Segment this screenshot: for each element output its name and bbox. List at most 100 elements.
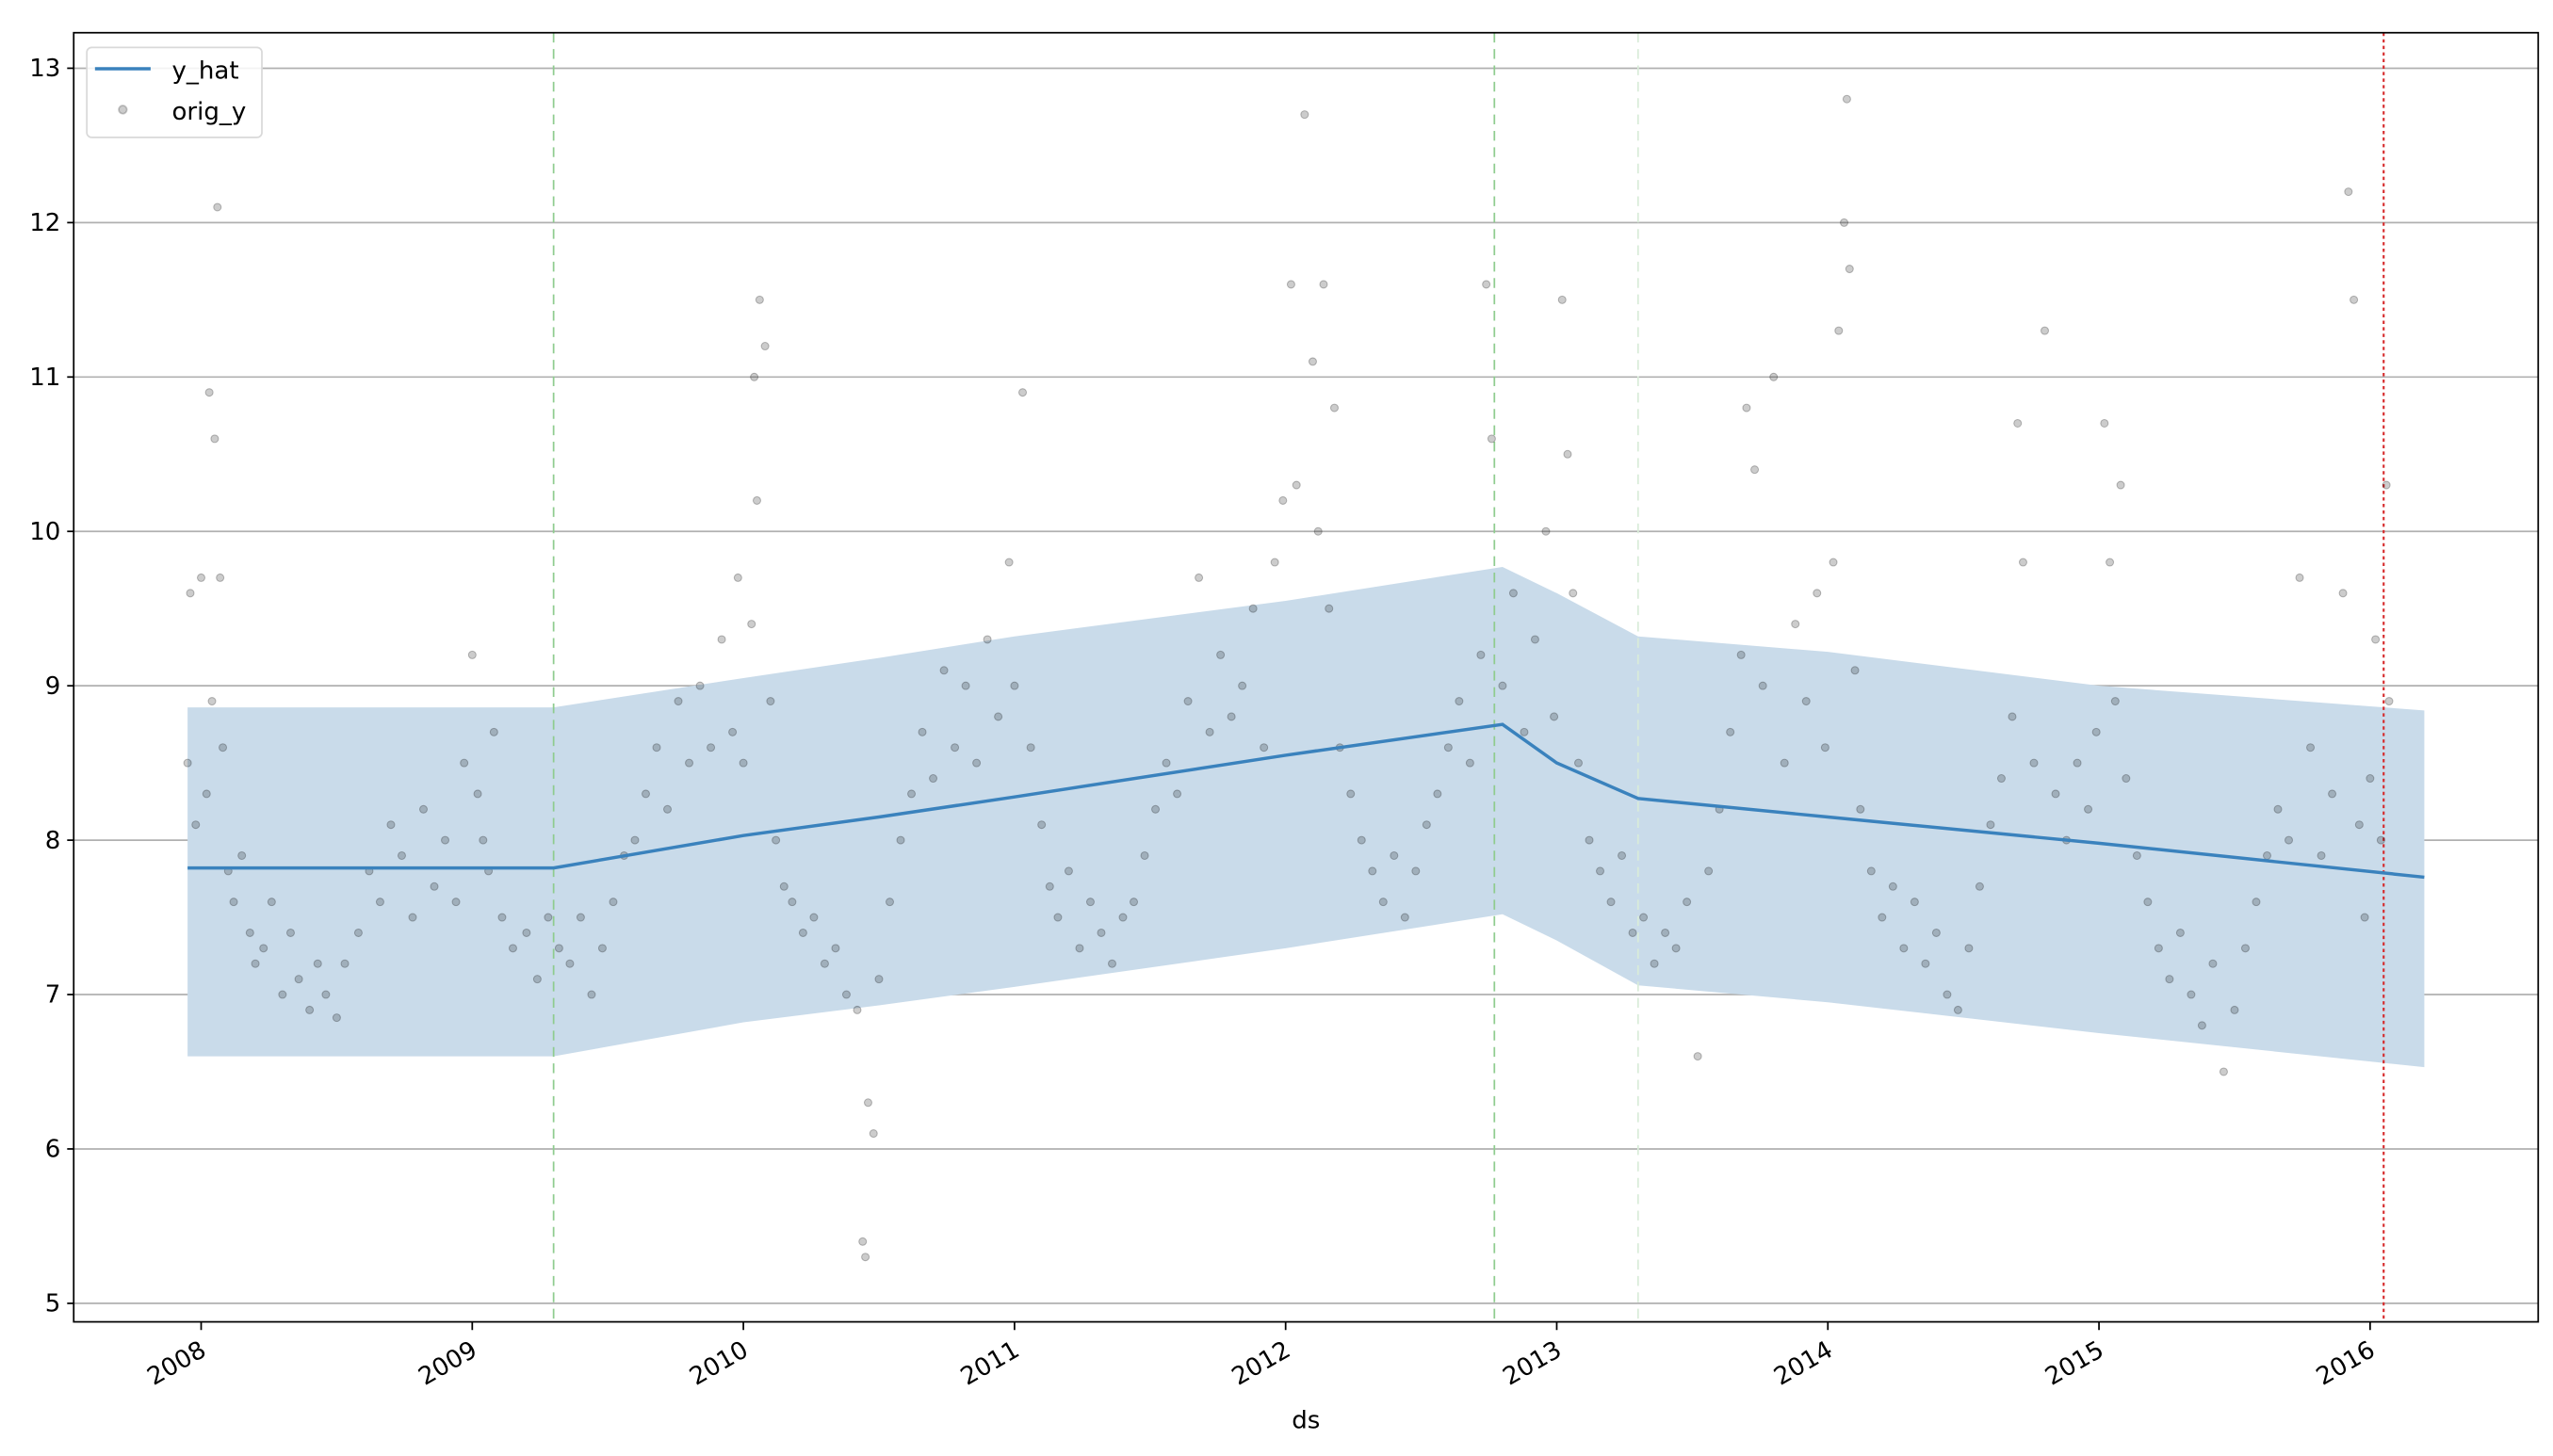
orig-y-point	[972, 758, 982, 768]
orig-y-point	[1455, 697, 1464, 706]
orig-y-point	[939, 666, 949, 675]
orig-y-point	[1053, 913, 1063, 922]
orig-y-point	[641, 789, 651, 799]
orig-y-point	[305, 1005, 315, 1014]
orig-y-point	[1292, 480, 1301, 490]
orig-y-point	[1813, 589, 1822, 598]
orig-y-point	[1820, 743, 1829, 752]
orig-y-point	[204, 388, 214, 397]
orig-y-point	[820, 959, 829, 968]
orig-y-point	[2344, 187, 2353, 197]
orig-y-point	[1921, 959, 1930, 968]
orig-y-point	[874, 975, 884, 984]
orig-y-point	[332, 1013, 341, 1023]
orig-y-point	[2219, 1067, 2228, 1076]
orig-y-point	[2154, 944, 2163, 953]
orig-y-point	[2354, 820, 2364, 830]
y-tick-label: 6	[45, 1136, 61, 1164]
orig-y-point	[1107, 959, 1117, 968]
orig-y-point	[202, 789, 211, 799]
orig-y-point	[2051, 789, 2060, 799]
orig-y-point	[1557, 295, 1567, 304]
orig-y-point	[1750, 465, 1760, 475]
orig-y-point	[294, 975, 303, 984]
orig-y-point	[907, 789, 917, 799]
orig-y-point	[1742, 403, 1751, 413]
orig-y-point	[983, 635, 992, 644]
orig-y-point	[2366, 774, 2375, 784]
orig-y-point	[831, 944, 840, 953]
orig-y-point	[1964, 944, 1974, 953]
orig-y-point	[1045, 882, 1054, 891]
orig-y-point	[1931, 928, 1941, 937]
orig-y-point	[1270, 558, 1279, 567]
orig-y-point	[522, 928, 531, 937]
y-tick-label: 13	[29, 55, 60, 83]
orig-y-point	[2073, 758, 2082, 768]
orig-y-point	[733, 573, 742, 582]
orig-y-point	[1097, 928, 1106, 937]
orig-y-point	[1834, 326, 1844, 335]
orig-y-point	[1639, 913, 1649, 922]
orig-y-point	[1300, 110, 1309, 120]
orig-y-point	[237, 850, 247, 861]
orig-y-point	[1671, 944, 1681, 953]
orig-y-point	[219, 743, 228, 752]
orig-y-point	[397, 850, 406, 861]
orig-y-point	[2295, 573, 2304, 582]
orig-y-point	[1173, 789, 1182, 799]
orig-y-point	[1953, 1005, 1962, 1014]
orig-y-point	[779, 882, 789, 891]
orig-y-point	[473, 789, 482, 799]
orig-y-point	[1791, 620, 1800, 629]
orig-y-point	[1422, 820, 1431, 830]
orig-y-point	[772, 835, 781, 845]
orig-y-point	[1183, 697, 1193, 706]
orig-y-point	[1238, 681, 1247, 690]
orig-y-point	[2110, 697, 2120, 706]
orig-y-point	[1866, 866, 1876, 876]
orig-y-point	[961, 681, 970, 690]
orig-y-point	[1248, 604, 1258, 613]
orig-y-point	[728, 727, 738, 736]
orig-y-point	[210, 434, 220, 444]
orig-y-point	[497, 913, 507, 922]
orig-y-point	[896, 835, 905, 845]
orig-y-point	[532, 975, 542, 984]
orig-y-point	[2230, 1005, 2239, 1014]
orig-y-point	[1195, 573, 1204, 582]
orig-y-point	[267, 898, 276, 907]
orig-y-point	[1758, 681, 1767, 690]
orig-y-point	[2382, 480, 2391, 490]
orig-y-point	[544, 913, 553, 922]
orig-y-point	[760, 342, 770, 351]
orig-y-point	[609, 898, 618, 907]
orig-y-point	[2350, 295, 2359, 304]
orig-y-point	[662, 804, 673, 814]
orig-y-point	[1329, 403, 1340, 413]
orig-y-point	[1569, 589, 1578, 598]
orig-y-point	[489, 727, 498, 736]
orig-y-point	[1550, 712, 1559, 721]
orig-y-point	[1780, 758, 1789, 768]
orig-y-point	[1856, 804, 1865, 814]
orig-y-point	[1487, 434, 1496, 444]
orig-y-point	[1286, 280, 1295, 289]
orig-y-point	[460, 758, 469, 768]
orig-y-point	[652, 743, 661, 752]
orig-y-point	[2100, 418, 2109, 429]
orig-y-point	[788, 898, 797, 907]
orig-y-point	[1736, 650, 1746, 659]
orig-y-point	[430, 882, 439, 891]
orig-y-point	[2132, 850, 2141, 861]
orig-y-point	[353, 928, 363, 937]
orig-y-point	[1530, 635, 1539, 644]
orig-y-point	[885, 898, 895, 907]
orig-y-point	[2091, 727, 2101, 736]
orig-y-point	[1845, 265, 1854, 274]
orig-y-point	[2175, 928, 2185, 937]
orig-y-point	[313, 959, 322, 968]
orig-y-point	[951, 743, 960, 752]
orig-y-point	[1683, 898, 1692, 907]
